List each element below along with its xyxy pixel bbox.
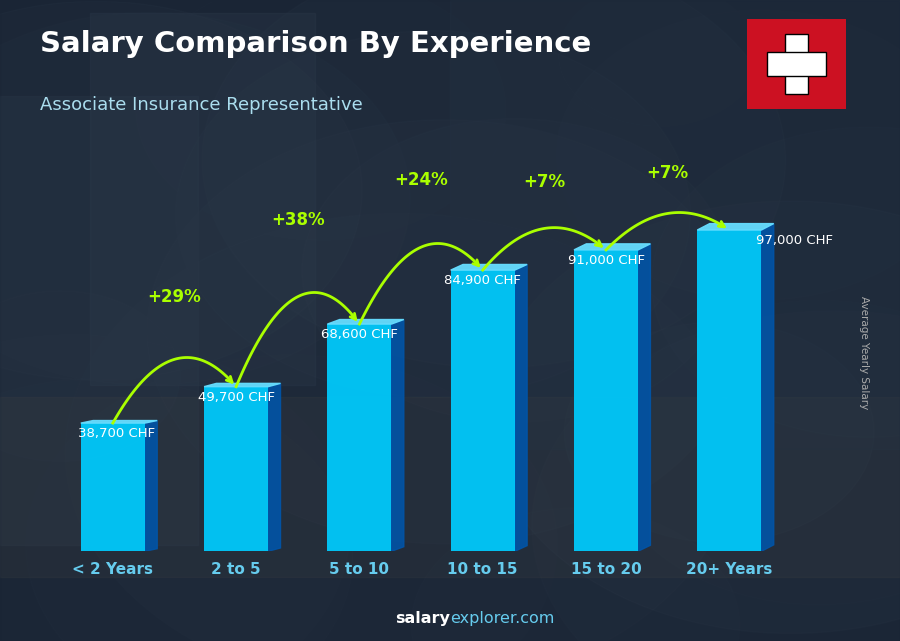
Circle shape — [564, 322, 874, 542]
Polygon shape — [515, 265, 527, 551]
Text: Average Yearly Salary: Average Yearly Salary — [859, 296, 869, 409]
Text: 38,700 CHF: 38,700 CHF — [78, 427, 156, 440]
Circle shape — [652, 127, 900, 437]
Circle shape — [532, 311, 900, 641]
Circle shape — [202, 0, 786, 368]
Text: +29%: +29% — [148, 288, 202, 306]
Polygon shape — [81, 420, 158, 423]
Polygon shape — [145, 420, 158, 551]
Circle shape — [176, 31, 690, 397]
Text: explorer.com: explorer.com — [450, 611, 554, 626]
Circle shape — [147, 120, 742, 544]
FancyBboxPatch shape — [574, 250, 638, 551]
Polygon shape — [328, 319, 404, 324]
Polygon shape — [204, 383, 281, 387]
Text: +7%: +7% — [523, 174, 565, 192]
FancyBboxPatch shape — [328, 324, 392, 551]
Circle shape — [0, 291, 180, 462]
Text: salary: salary — [395, 611, 450, 626]
Text: Associate Insurance Representative: Associate Insurance Representative — [40, 96, 363, 114]
FancyBboxPatch shape — [785, 35, 808, 94]
Circle shape — [0, 1, 362, 380]
Circle shape — [302, 119, 728, 422]
Polygon shape — [638, 244, 651, 551]
Text: +38%: +38% — [271, 211, 325, 229]
FancyBboxPatch shape — [451, 270, 515, 551]
Polygon shape — [392, 319, 404, 551]
FancyBboxPatch shape — [81, 423, 145, 551]
Text: Salary Comparison By Experience: Salary Comparison By Experience — [40, 30, 591, 58]
FancyBboxPatch shape — [747, 19, 846, 109]
Polygon shape — [451, 265, 527, 270]
FancyBboxPatch shape — [767, 53, 826, 76]
Polygon shape — [761, 224, 774, 551]
Polygon shape — [268, 383, 281, 551]
Text: +24%: +24% — [394, 171, 448, 189]
Text: 68,600 CHF: 68,600 CHF — [321, 328, 398, 341]
FancyBboxPatch shape — [204, 387, 268, 551]
FancyBboxPatch shape — [698, 230, 761, 551]
Text: 84,900 CHF: 84,900 CHF — [445, 274, 521, 287]
Text: 49,700 CHF: 49,700 CHF — [198, 390, 274, 404]
Circle shape — [487, 201, 900, 633]
Text: 91,000 CHF: 91,000 CHF — [568, 254, 644, 267]
Polygon shape — [698, 224, 774, 230]
Polygon shape — [574, 244, 651, 250]
Circle shape — [0, 13, 410, 385]
Text: 97,000 CHF: 97,000 CHF — [757, 234, 833, 247]
Circle shape — [65, 213, 736, 641]
Text: +7%: +7% — [646, 165, 688, 183]
